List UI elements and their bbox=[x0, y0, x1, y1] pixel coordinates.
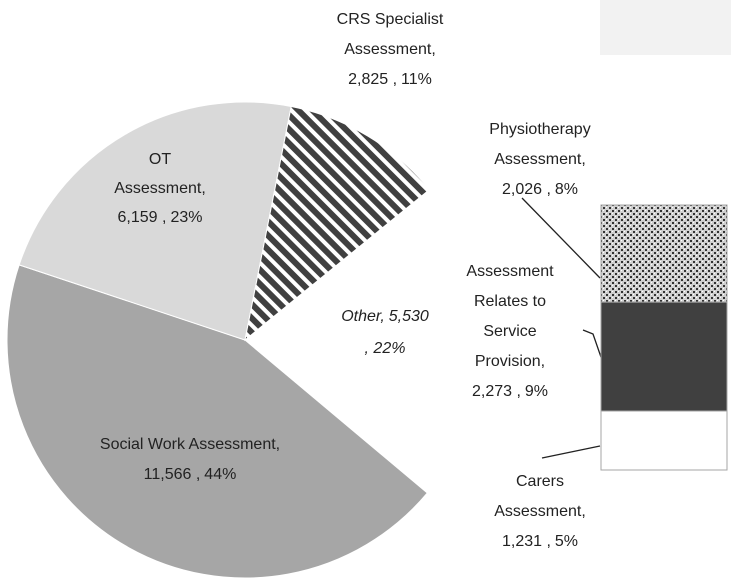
bar-segment bbox=[600, 204, 728, 303]
data-label: Assessment, bbox=[494, 151, 586, 168]
data-label-part: 6,159 , bbox=[118, 209, 167, 226]
data-label: 2,825 , 11% bbox=[348, 71, 432, 88]
data-label-part: 2,026 , bbox=[502, 181, 551, 198]
data-label-part: 11% bbox=[401, 71, 432, 88]
data-label-part: 1,231 , bbox=[502, 533, 551, 550]
data-label-part: Provision, bbox=[475, 353, 545, 370]
data-label-part: 23% bbox=[170, 209, 202, 226]
data-label-part: Assessment, bbox=[114, 180, 206, 197]
data-label-part: OT bbox=[149, 151, 171, 168]
data-label: 6,159 , 23% bbox=[118, 209, 203, 226]
data-label-part: Assessment, bbox=[494, 151, 586, 168]
data-label-part: Other, bbox=[341, 308, 385, 325]
data-label: Assessment, bbox=[494, 503, 586, 520]
data-label-part: Assessment, bbox=[494, 503, 586, 520]
data-label: Carers bbox=[516, 473, 564, 490]
data-label: Relates to bbox=[474, 293, 546, 310]
data-label-part: 9% bbox=[525, 383, 548, 400]
data-label-part: 11,566 , bbox=[144, 466, 201, 483]
data-label: Social Work Assessment, bbox=[100, 436, 280, 453]
data-label-part: Assessment, bbox=[344, 41, 436, 58]
pie-slice bbox=[18, 101, 292, 341]
data-label-part: Assessment bbox=[466, 263, 554, 280]
data-label: Physiotherapy bbox=[489, 121, 590, 138]
data-label-part: 8% bbox=[555, 181, 578, 198]
data-label-part: 5,530 bbox=[389, 308, 429, 325]
data-label: CRS Specialist bbox=[337, 11, 444, 28]
data-label: Provision, bbox=[475, 353, 545, 370]
data-label: Service bbox=[483, 323, 536, 340]
data-label: Assessment bbox=[466, 263, 554, 280]
data-label: Assessment, bbox=[114, 180, 206, 197]
data-label-part: Social Work Assessment, bbox=[100, 436, 280, 453]
data-label-part: 2,273 , bbox=[472, 383, 521, 400]
data-label-part: 5% bbox=[555, 533, 578, 550]
corner-box bbox=[600, 0, 731, 55]
data-label-part: CRS Specialist bbox=[337, 11, 444, 28]
data-label: 11,566 , 44% bbox=[144, 466, 237, 483]
bar-segment bbox=[600, 301, 728, 412]
data-label: 2,026 , 8% bbox=[502, 181, 578, 198]
data-label: Other, 5,530 bbox=[341, 308, 429, 325]
data-label-part: Service bbox=[483, 323, 536, 340]
data-label-part: , 22% bbox=[365, 340, 406, 357]
data-label-part: 2,825 , bbox=[348, 71, 397, 88]
data-label: 2,273 , 9% bbox=[472, 383, 548, 400]
data-label-part: Carers bbox=[516, 473, 564, 490]
data-label: , 22% bbox=[365, 340, 406, 357]
pie-slice bbox=[6, 264, 429, 578]
data-label: OT bbox=[149, 151, 171, 168]
bar-segment bbox=[600, 410, 728, 471]
data-label: Assessment, bbox=[344, 41, 436, 58]
data-label-part: Relates to bbox=[474, 293, 546, 310]
data-label: 1,231 , 5% bbox=[502, 533, 578, 550]
pie-slice bbox=[244, 105, 431, 342]
data-label-part: 44% bbox=[204, 466, 236, 483]
data-label-part: Physiotherapy bbox=[489, 121, 590, 138]
